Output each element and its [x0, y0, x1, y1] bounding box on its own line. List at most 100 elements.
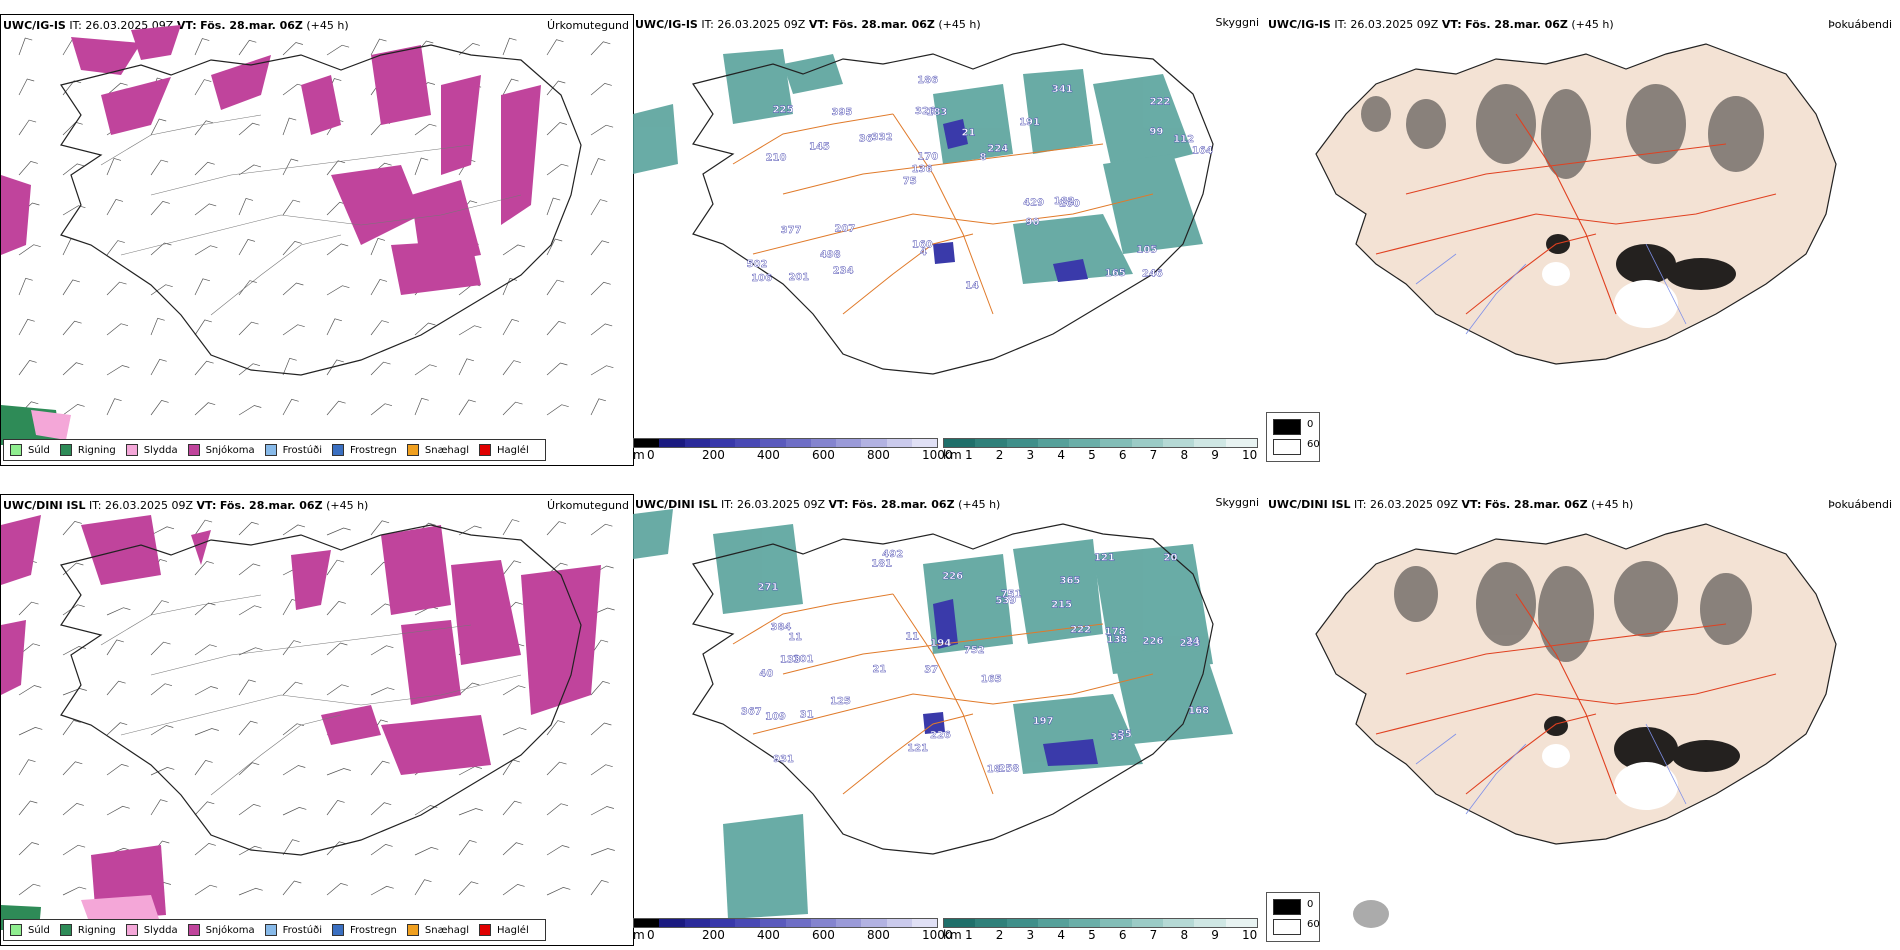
iceland-coastline [692, 43, 1214, 375]
legend-item: Slydda [125, 444, 178, 456]
cloud-base-label: 332 [872, 132, 893, 143]
colorbar-swatch [975, 439, 1007, 447]
wind-barb [414, 397, 429, 416]
wind-barb [282, 398, 299, 416]
clouds-map: 246 210 222 75 191 201 326 21 377 332 502 498 183 224… [633, 43, 1214, 375]
fog-panel-bottom: UWC/DINI ISL IT: 26.03.2025 09Z VT: Fös.… [1266, 494, 1900, 944]
wind-barb [370, 520, 390, 536]
legend-label: Snjókoma [205, 444, 255, 456]
model-name: UWC/DINI ISL [1268, 498, 1351, 511]
model-name: UWC/IG-IS [1268, 18, 1331, 31]
wind-barb [106, 398, 122, 416]
legend-swatch [479, 924, 492, 936]
glacier-areas [1488, 744, 1678, 876]
wind-barb [238, 197, 254, 216]
clouds-panel-top: UWC/IG-IS IT: 26.03.2025 09Z VT: Fös. 28… [633, 14, 1265, 464]
wind-barb [194, 203, 217, 216]
fog-swatch-high [1273, 439, 1301, 455]
colorbar-swatch [975, 919, 1007, 927]
wind-barb [326, 684, 349, 696]
legend-item: Haglél [479, 444, 529, 456]
wind-barb [106, 82, 128, 96]
wind-barb [590, 848, 615, 856]
cloud-base-labels: 4923652333716510127121540539752931181211… [741, 549, 1210, 776]
cloud-base-label: 210 [766, 153, 787, 164]
snow-areas [1, 25, 541, 295]
wind-barb [238, 39, 257, 56]
wind-barb [282, 839, 300, 856]
colorbar-tick: 400 [757, 928, 780, 942]
cloud-base-label: 226 [930, 730, 951, 741]
wind-barb [282, 880, 302, 896]
colorbar-tick: 1000 [922, 928, 953, 942]
legend-label: Rigning [77, 924, 116, 936]
colorbar-swatch [1194, 919, 1226, 927]
colorbar-swatch [1069, 439, 1101, 447]
roads [732, 113, 1154, 315]
wind-barb [590, 83, 612, 96]
legend-label: Frostúði [282, 444, 322, 456]
wind-barb [238, 647, 263, 656]
wind-barb [370, 885, 394, 896]
cloud-base-label: 182 [1054, 196, 1075, 207]
cloud-base-label: 246 [1142, 268, 1163, 279]
wind-barb [326, 601, 346, 616]
colorbar-swatch [861, 439, 887, 447]
wind-barb [546, 80, 566, 96]
vt-label: VT: [196, 499, 217, 512]
cloud-base-label: 99 [1149, 127, 1163, 138]
colorbar-swatch [886, 439, 912, 447]
colorbar-tick: 8 [1180, 928, 1189, 942]
cloud-base-label: 170 [917, 152, 938, 163]
cloud-base-label: 8 [980, 152, 987, 163]
cloud-base-label: 233 [1180, 638, 1201, 649]
colorbar-tick: 3 [1026, 928, 1035, 942]
wind-barb [502, 277, 518, 296]
precip-map [1, 515, 615, 930]
roads [1375, 593, 1777, 795]
colorbar-swatch [861, 919, 887, 927]
wind-barb [546, 321, 566, 336]
model-name: UWC/DINI ISL [635, 498, 718, 511]
wind-barb [150, 526, 175, 536]
wind-barb [546, 404, 569, 416]
wind-barb [194, 161, 215, 176]
wind-barb [590, 158, 606, 176]
wind-barb [62, 404, 85, 416]
wind-barb [194, 245, 218, 256]
wind-barb [414, 322, 436, 336]
wind-barb [590, 523, 613, 536]
wind-barb [458, 399, 476, 416]
colorbar-swatch [1225, 439, 1257, 447]
panel-header: UWC/IG-IS IT: 26.03.2025 09Z VT: Fös. 28… [635, 18, 981, 31]
wind-barb [18, 883, 41, 896]
model-name: UWC/DINI ISL [3, 499, 86, 512]
wind-barb [370, 687, 395, 696]
cloud-base-label: 181 [871, 558, 892, 569]
panel-title: Skyggni [1215, 496, 1259, 509]
colorbar-swatch [944, 439, 976, 447]
wind-barb [546, 238, 563, 256]
fog-map [1315, 523, 1837, 928]
legend-item: Snæhagl [406, 444, 469, 456]
wind-barb [370, 645, 394, 656]
cloud-base-label: 36 [859, 134, 873, 145]
wind-barb [414, 123, 437, 136]
wind-barb [238, 762, 260, 776]
wind-barb [238, 563, 261, 576]
wind-barb [194, 561, 214, 576]
wind-barb [502, 244, 525, 256]
wind-barb [106, 722, 128, 736]
legend-label: Rigning [77, 444, 116, 456]
wind-barb [106, 639, 124, 656]
it-label: IT: [721, 498, 734, 511]
wind-barb [502, 560, 522, 576]
wind-barb [326, 559, 345, 576]
cloud-base-label: 136 [912, 164, 933, 175]
wind-barb [414, 847, 439, 856]
wind-barb [282, 241, 302, 256]
cloud-base-label: 121 [907, 743, 928, 754]
legend-label: Frostregn [350, 924, 397, 936]
fog-areas [1394, 561, 1752, 662]
it-label: IT: [701, 18, 714, 31]
